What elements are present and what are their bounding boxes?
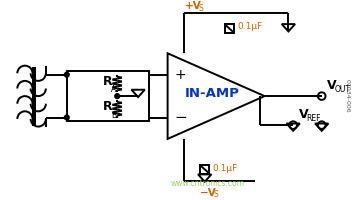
Text: www.cntronics.com: www.cntronics.com [170, 179, 244, 188]
Text: R: R [103, 100, 112, 113]
Bar [200, 165, 209, 174]
Text: S: S [198, 4, 203, 13]
Text: +: + [174, 68, 186, 82]
Text: +V: +V [185, 1, 201, 11]
Text: −V: −V [200, 188, 217, 198]
Text: V: V [327, 79, 337, 92]
Circle shape [115, 94, 119, 98]
Text: R: R [103, 75, 112, 88]
Text: V: V [299, 108, 309, 121]
Text: B: B [111, 111, 116, 120]
Text: OUT: OUT [335, 85, 351, 94]
Circle shape [64, 115, 69, 120]
Text: 0.1μF: 0.1μF [237, 22, 262, 31]
Circle shape [64, 72, 69, 77]
Bar [67, 71, 149, 121]
Text: −: − [174, 110, 187, 125]
Text: 0.1μF: 0.1μF [212, 164, 238, 173]
Bar [225, 24, 234, 33]
Text: A: A [111, 85, 116, 94]
Text: IN-AMP: IN-AMP [185, 87, 240, 100]
Text: REF: REF [306, 114, 321, 123]
Text: 07034-006: 07034-006 [345, 79, 350, 113]
Text: S: S [213, 190, 218, 199]
